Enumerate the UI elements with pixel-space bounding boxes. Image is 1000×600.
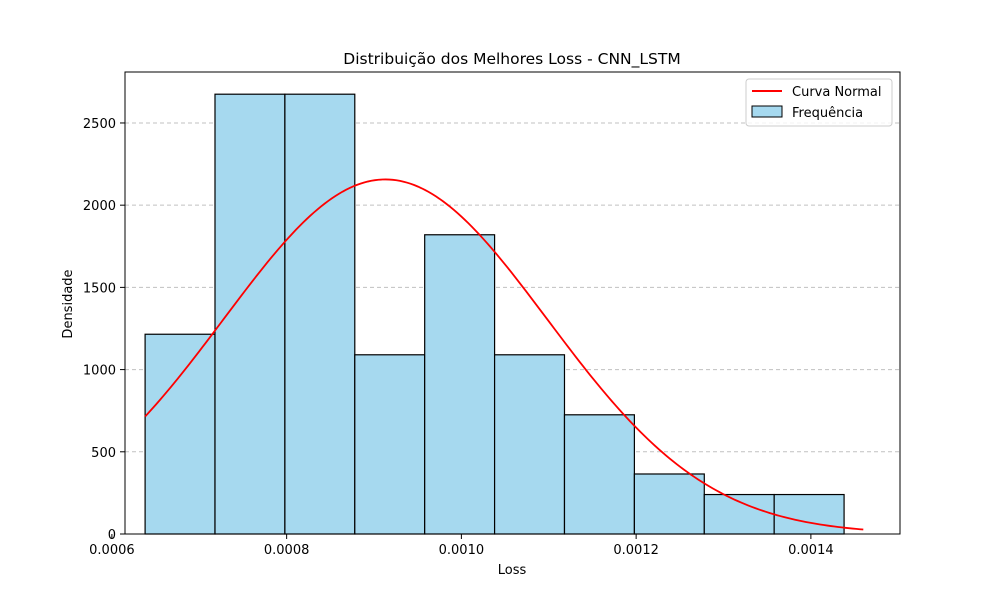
x-tick-label: 0.0008 [264, 543, 310, 558]
y-tick-label: 1500 [83, 281, 116, 296]
histogram-bar [773, 493, 845, 535]
y-tick-label: 2000 [83, 199, 116, 214]
x-tick-label: 0.0010 [439, 543, 485, 558]
histogram-bar [214, 93, 286, 535]
legend-bar-label: Frequência [792, 106, 863, 121]
y-tick-label: 0 [108, 528, 116, 543]
bars-layer [144, 93, 845, 535]
histogram-bar [563, 414, 635, 535]
histogram-bar [354, 354, 426, 535]
curve-layer [144, 178, 864, 531]
histogram-bar [424, 234, 496, 535]
histogram-bar [144, 333, 216, 535]
histogram-bar [703, 493, 775, 535]
legend-curve-label: Curva Normal [792, 85, 882, 100]
y-axis-label: Densidade [61, 269, 76, 338]
histogram-bar [284, 93, 356, 535]
y-tick-label: 2500 [83, 117, 116, 132]
chart-title: Distribuição dos Melhores Loss - CNN_LST… [343, 50, 680, 69]
plot-frame [124, 71, 901, 535]
y-tick-label: 1000 [83, 364, 116, 379]
x-tick-label: 0.0014 [788, 543, 834, 558]
x-axis-label: Loss [498, 563, 527, 578]
legend-bar-swatch [751, 105, 783, 118]
normal-curve-line [144, 178, 864, 531]
x-tick-label: 0.0006 [89, 543, 135, 558]
legend: Curva Normal Frequência [745, 78, 893, 127]
x-axis: 0.0006 0.0008 0.0010 0.0012 0.0014 [89, 534, 834, 558]
x-tick-label: 0.0012 [613, 543, 659, 558]
histogram-bar [633, 473, 705, 535]
y-tick-label: 500 [91, 446, 116, 461]
histogram-bar [493, 354, 566, 535]
y-axis: 0 500 1000 1500 2000 2500 [83, 117, 125, 543]
